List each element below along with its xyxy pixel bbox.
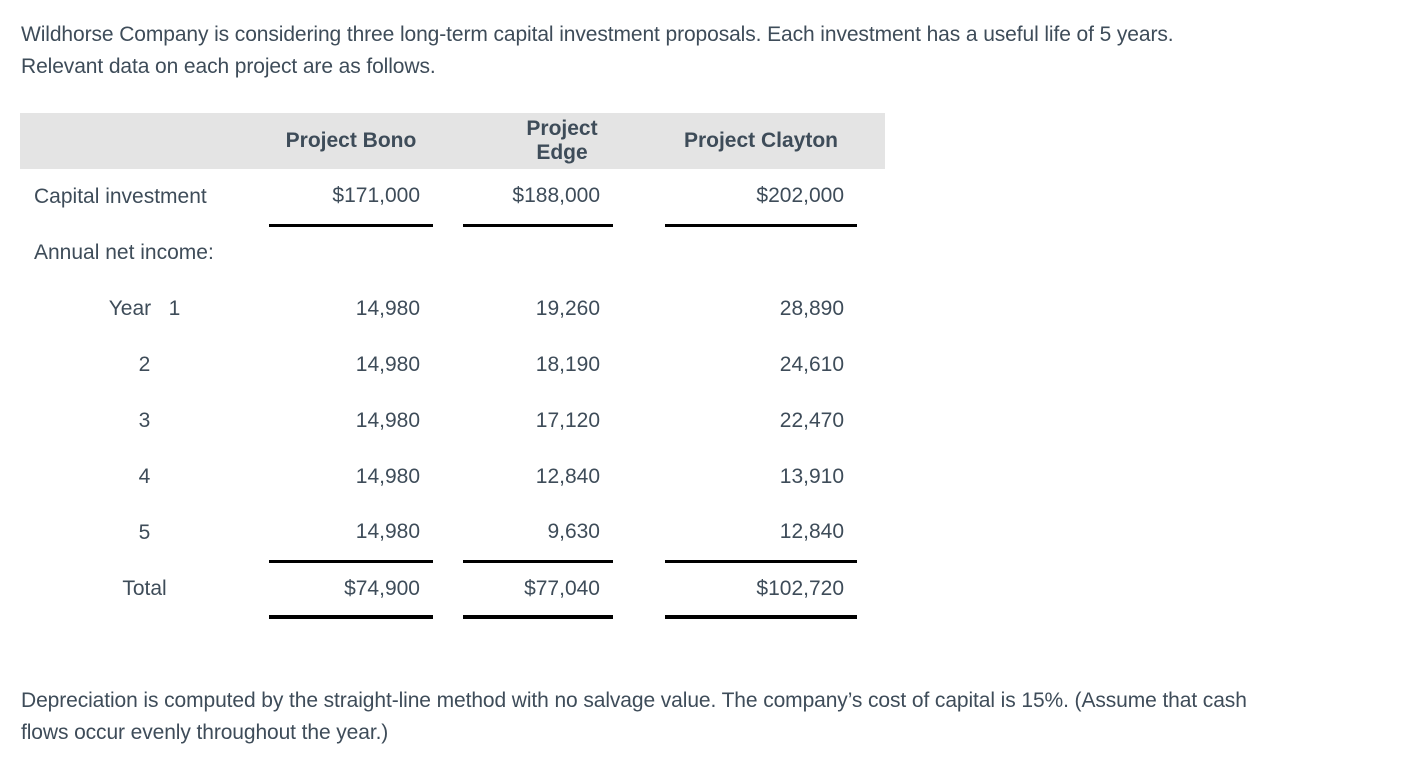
- footer-line-2: flows occur evenly throughout the year.): [21, 721, 389, 744]
- row-label-total: Total: [122, 577, 167, 600]
- row-label-capital-investment: Capital investment: [34, 185, 207, 208]
- year-1-row: Year 1 14,980 19,260 28,890: [20, 281, 885, 337]
- cell-year4-clayton: 13,910: [779, 465, 844, 488]
- year-5-row: 5 14,980 9,630 12,840: [20, 505, 885, 563]
- row-label-year-2: 2: [138, 353, 151, 376]
- column-header-project-clayton: Project Clayton: [665, 113, 857, 169]
- row-label-year-3: 3: [138, 409, 151, 432]
- cell-year1-edge: 19,260: [535, 297, 600, 320]
- cell-year5-clayton: 12,840: [665, 505, 857, 563]
- intro-paragraph: Wildhorse Company is considering three l…: [21, 0, 1422, 83]
- year-3-row: 3 14,980 17,120 22,470: [20, 393, 885, 449]
- cell-year2-bono: 14,980: [355, 353, 420, 376]
- intro-line-1: Wildhorse Company is considering three l…: [21, 23, 1174, 46]
- cell-year4-edge: 12,840: [535, 465, 600, 488]
- cell-capital-edge: $188,000: [463, 169, 613, 227]
- row-label-annual-net-income: Annual net income:: [34, 241, 214, 264]
- annual-net-income-row: Annual net income:: [20, 225, 885, 281]
- investment-data-table: Project Bono Project Edge Project Clayto…: [20, 113, 885, 619]
- cell-year1-clayton: 28,890: [779, 297, 844, 320]
- column-header-project-edge: Project Edge: [463, 113, 613, 169]
- cell-year5-bono: 14,980: [269, 505, 433, 563]
- cell-year2-edge: 18,190: [535, 353, 600, 376]
- header-right-pad: [857, 113, 885, 169]
- cell-year2-clayton: 24,610: [779, 353, 844, 376]
- header-gap: [613, 113, 665, 169]
- cell-year5-edge: 9,630: [463, 505, 613, 563]
- row-label-year-4: 4: [138, 465, 151, 488]
- cell-total-bono: $74,900: [269, 561, 433, 619]
- total-row: Total $74,900 $77,040 $102,720: [20, 561, 885, 619]
- cell-capital-clayton: $202,000: [665, 169, 857, 227]
- capital-investment-row: Capital investment $171,000 $188,000 $20…: [20, 169, 885, 227]
- header-gap: [433, 113, 463, 169]
- footer-paragraph: Depreciation is computed by the straight…: [21, 685, 1422, 749]
- cell-total-clayton: $102,720: [665, 561, 857, 619]
- table-header-row: Project Bono Project Edge Project Clayto…: [20, 113, 885, 169]
- cell-year3-edge: 17,120: [535, 409, 600, 432]
- cell-year1-bono: 14,980: [355, 297, 420, 320]
- cell-total-edge: $77,040: [463, 561, 613, 619]
- year-2-row: 2 14,980 18,190 24,610: [20, 337, 885, 393]
- cell-year3-bono: 14,980: [355, 409, 420, 432]
- cell-year3-clayton: 22,470: [779, 409, 844, 432]
- row-label-year-1: Year 1: [108, 297, 181, 320]
- cell-year4-bono: 14,980: [355, 465, 420, 488]
- row-label-year-5: 5: [138, 521, 151, 544]
- column-header-project-bono: Project Bono: [269, 113, 433, 169]
- year-4-row: 4 14,980 12,840 13,910: [20, 449, 885, 505]
- footer-line-1: Depreciation is computed by the straight…: [21, 689, 1247, 712]
- cell-capital-bono: $171,000: [269, 169, 433, 227]
- intro-line-2: Relevant data on each project are as fol…: [21, 55, 436, 78]
- header-spacer: [20, 113, 269, 169]
